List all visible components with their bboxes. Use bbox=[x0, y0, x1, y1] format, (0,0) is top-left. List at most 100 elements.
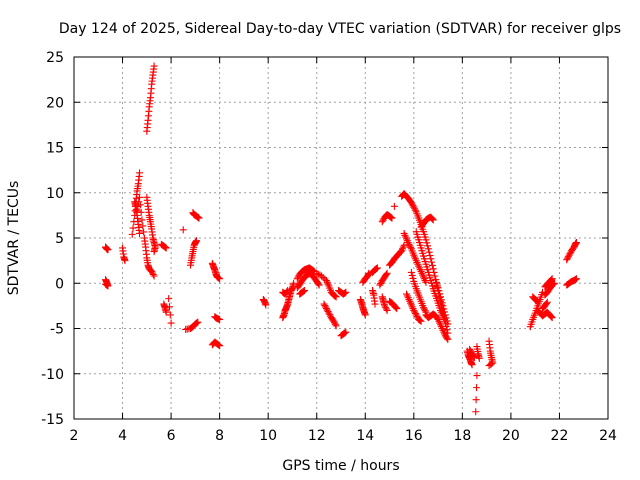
data-point bbox=[550, 280, 558, 288]
y-tick-label: 20 bbox=[46, 95, 64, 111]
data-point bbox=[388, 214, 396, 222]
data-point bbox=[390, 202, 398, 210]
data-point bbox=[422, 236, 430, 244]
data-point bbox=[321, 302, 329, 310]
data-point bbox=[320, 300, 328, 308]
data-point bbox=[410, 203, 418, 211]
data-point bbox=[407, 268, 415, 276]
data-point bbox=[371, 300, 379, 308]
data-point bbox=[386, 213, 394, 221]
data-point bbox=[216, 315, 224, 323]
data-points bbox=[102, 62, 580, 416]
data-point bbox=[383, 269, 391, 277]
data-point bbox=[438, 299, 446, 307]
data-point bbox=[340, 290, 348, 298]
data-point bbox=[564, 253, 572, 261]
data-point bbox=[162, 244, 170, 252]
data-point bbox=[318, 272, 326, 280]
data-point bbox=[426, 251, 434, 259]
data-point bbox=[564, 254, 572, 262]
data-point bbox=[443, 334, 451, 342]
data-point bbox=[290, 279, 298, 287]
data-point bbox=[150, 272, 158, 280]
data-point bbox=[472, 396, 480, 404]
chart-title: Day 124 of 2025, Sidereal Day-to-day VTE… bbox=[59, 21, 621, 37]
data-point bbox=[548, 314, 556, 322]
x-axis-label: GPS time / hours bbox=[282, 458, 399, 474]
x-tick-label: 6 bbox=[167, 428, 176, 444]
data-point bbox=[128, 230, 136, 238]
data-point bbox=[376, 281, 384, 289]
data-point bbox=[300, 287, 308, 295]
data-point bbox=[341, 289, 349, 297]
data-point bbox=[442, 314, 450, 322]
data-point bbox=[165, 303, 173, 311]
x-tick-label: 2 bbox=[70, 428, 79, 444]
data-point bbox=[331, 292, 339, 300]
data-point bbox=[129, 224, 137, 232]
data-point bbox=[547, 276, 555, 284]
data-point bbox=[166, 311, 174, 319]
data-point bbox=[472, 408, 480, 416]
data-point bbox=[543, 298, 551, 306]
data-point bbox=[138, 216, 146, 224]
data-point bbox=[471, 353, 478, 361]
data-point bbox=[409, 202, 417, 210]
data-point bbox=[139, 222, 147, 230]
data-point bbox=[551, 279, 559, 287]
data-point bbox=[543, 299, 551, 307]
data-point bbox=[294, 273, 302, 281]
data-point bbox=[341, 329, 349, 337]
data-point bbox=[104, 246, 112, 254]
data-point bbox=[382, 271, 390, 279]
data-point bbox=[429, 216, 437, 224]
data-point bbox=[427, 255, 435, 263]
data-point bbox=[548, 275, 556, 283]
data-point bbox=[382, 305, 390, 313]
y-axis-label: SDTVAR / TECUs bbox=[6, 181, 22, 296]
data-point bbox=[412, 311, 420, 319]
data-point bbox=[387, 213, 395, 221]
data-point bbox=[332, 322, 340, 330]
data-point bbox=[284, 286, 292, 294]
data-point bbox=[373, 264, 381, 272]
data-point bbox=[534, 297, 542, 305]
data-point bbox=[136, 201, 144, 209]
data-point bbox=[420, 304, 428, 312]
data-point bbox=[323, 306, 331, 314]
grid-lines bbox=[74, 57, 608, 419]
data-point bbox=[315, 281, 323, 289]
data-point bbox=[439, 302, 447, 310]
data-point bbox=[167, 319, 175, 327]
data-point bbox=[332, 293, 340, 301]
data-point bbox=[102, 281, 110, 289]
data-point bbox=[314, 280, 322, 288]
data-point bbox=[381, 302, 389, 310]
data-point bbox=[563, 256, 571, 264]
data-point bbox=[324, 280, 332, 288]
data-point bbox=[377, 280, 385, 288]
data-point bbox=[532, 296, 540, 304]
data-point bbox=[434, 284, 442, 292]
data-point bbox=[475, 354, 483, 362]
y-tick-label: 5 bbox=[55, 231, 64, 247]
data-point bbox=[437, 293, 445, 301]
data-point bbox=[216, 275, 224, 283]
x-tick-label: 8 bbox=[215, 428, 224, 444]
data-point bbox=[485, 362, 493, 370]
data-point bbox=[409, 274, 417, 282]
data-point bbox=[214, 274, 222, 282]
data-point bbox=[342, 288, 350, 296]
data-point bbox=[136, 229, 144, 237]
y-tick-labels: -15 -10 -5 0 5 10 15 20 25 bbox=[41, 50, 64, 428]
data-point bbox=[102, 280, 110, 288]
data-point bbox=[331, 319, 339, 327]
data-point bbox=[466, 345, 474, 353]
x-tick-label: 14 bbox=[356, 428, 374, 444]
data-point bbox=[382, 303, 389, 311]
data-point bbox=[424, 245, 432, 253]
data-point bbox=[216, 342, 224, 350]
data-point bbox=[135, 198, 143, 206]
data-point bbox=[194, 318, 202, 326]
